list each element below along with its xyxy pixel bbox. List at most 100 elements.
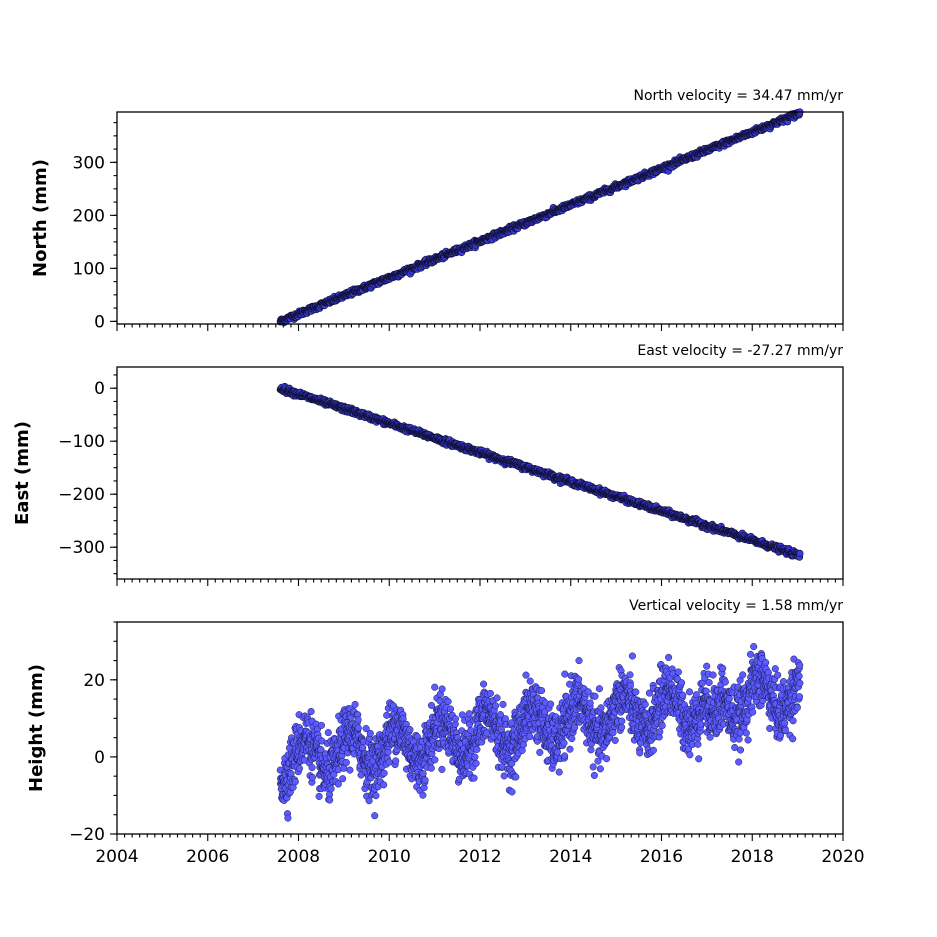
data-point [555, 768, 563, 776]
data-point [324, 729, 332, 737]
data-point [287, 770, 295, 778]
data-point [618, 717, 626, 725]
data-point [444, 698, 452, 706]
data-point [392, 757, 400, 765]
data-point [380, 781, 388, 789]
data-point [315, 792, 323, 800]
north-ylabel: North (mm) [30, 159, 51, 277]
data-point [618, 723, 626, 731]
data-point [451, 715, 460, 723]
y-tick-label: 100 [73, 259, 105, 279]
data-point [371, 812, 379, 820]
data-point [636, 749, 644, 757]
data-point [628, 652, 636, 660]
data-point [499, 700, 507, 708]
data-point [339, 775, 347, 783]
data-point [538, 687, 546, 695]
data-point [431, 756, 439, 764]
data-point [587, 746, 595, 754]
east-scatter-points [276, 382, 804, 561]
data-point [365, 797, 373, 805]
data-point [372, 792, 380, 800]
data-point [284, 814, 292, 822]
height-panel: Vertical velocity = 1.58 mm/yr 2004 2006 2… [26, 598, 865, 867]
data-point [632, 688, 640, 696]
data-point [427, 764, 435, 772]
y-tick-label: −200 [58, 485, 105, 505]
data-point [512, 773, 520, 781]
data-point [473, 745, 481, 753]
data-point [446, 705, 455, 713]
data-point [561, 752, 569, 760]
east-panel: East velocity = -27.27 mm/yr 0−100−200−3… [12, 343, 844, 586]
data-point [575, 657, 583, 665]
data-point [568, 735, 576, 743]
data-point [522, 671, 530, 679]
data-point [342, 758, 350, 767]
data-point [419, 791, 427, 799]
y-tick-label: 0 [94, 312, 105, 332]
data-point [500, 772, 508, 780]
data-point [611, 736, 619, 744]
north-velocity-title: North velocity = 34.47 mm/yr [633, 88, 843, 104]
data-point [486, 689, 494, 697]
data-point [796, 549, 804, 558]
data-point [354, 716, 362, 724]
north-scatter-points [276, 108, 804, 327]
data-point [596, 765, 604, 773]
data-point [518, 746, 526, 754]
y-tick-label: 0 [94, 379, 105, 399]
data-point [465, 710, 473, 718]
data-point [589, 763, 597, 771]
data-point [421, 776, 429, 784]
height-scatter-points [276, 643, 804, 822]
data-point [308, 764, 316, 772]
data-point [626, 671, 634, 679]
data-point [526, 733, 534, 741]
data-point [547, 700, 555, 708]
data-point [595, 685, 603, 693]
data-point [438, 685, 446, 693]
data-point [351, 700, 359, 708]
data-point [380, 769, 388, 777]
east-velocity-title: East velocity = -27.27 mm/yr [637, 343, 843, 359]
data-point [406, 726, 414, 734]
data-point [385, 758, 393, 766]
data-point [526, 677, 534, 685]
data-point [575, 675, 583, 683]
data-point [359, 744, 367, 752]
data-point [590, 771, 598, 779]
data-point [327, 785, 335, 793]
y-tick-label: 200 [73, 206, 105, 226]
data-point [366, 729, 374, 737]
data-point [470, 774, 478, 782]
east-ylabel: East (mm) [12, 421, 33, 525]
data-point [354, 724, 362, 732]
data-point [586, 699, 594, 707]
data-point [438, 765, 446, 773]
y-tick-label: 300 [73, 153, 105, 173]
data-point [560, 739, 568, 747]
data-point [480, 680, 488, 688]
data-point [308, 773, 317, 781]
data-point [561, 670, 569, 678]
data-point [317, 721, 326, 729]
data-point [566, 745, 574, 753]
data-point [326, 796, 334, 804]
data-point [291, 778, 299, 786]
data-point [658, 722, 666, 730]
data-point [472, 759, 480, 767]
data-point [492, 702, 500, 710]
data-point [641, 700, 649, 708]
data-point [591, 692, 599, 700]
data-point [649, 746, 657, 754]
data-point [597, 704, 605, 712]
data-point [471, 753, 479, 761]
east-axis-ticks: 0−100−200−300 [58, 374, 844, 586]
vertical-velocity-title: Vertical velocity = 1.58 mm/yr [629, 598, 843, 614]
data-point [656, 728, 664, 736]
data-point [346, 766, 354, 774]
data-point [419, 769, 427, 778]
data-point [295, 764, 304, 773]
